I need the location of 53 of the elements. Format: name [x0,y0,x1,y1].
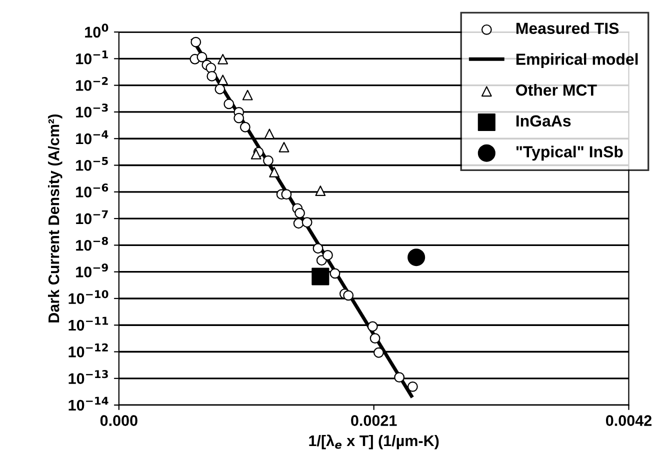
point [206,70,218,82]
legend-label: "Typical" InSb [516,146,623,161]
y-tick-label: 10$^{−1}$ [76,50,108,64]
point [240,122,250,132]
point [302,217,312,228]
point [269,166,280,178]
point [330,268,340,279]
point [263,155,274,166]
point [315,186,326,196]
y-tick-label: 10$^{−7}$ [76,210,108,224]
y-tick-label: 10$^{−10}$ [68,290,108,304]
point [394,372,405,383]
point [214,84,226,94]
point [312,268,330,286]
y-tick-label: 10$^{−3}$ [76,104,108,118]
point [234,112,244,124]
y-tick-label: 10$^{−8}$ [76,236,108,251]
y-tick-label: 10$^{−11}$ [68,316,108,331]
y-tick-label: 10$^{0}$ [85,24,108,38]
point [224,98,234,110]
point [312,243,324,254]
point [242,90,253,100]
point [218,54,228,64]
point [294,208,305,218]
x-axis-title: 1/[λ$_{e}$ x T] (1/µm-K) [309,434,439,450]
point [370,333,380,344]
point [281,189,292,200]
point [367,321,378,332]
legend-label: Empirical model [516,53,638,68]
point [322,250,333,260]
y-tick-label: 10$^{−13}$ [68,370,108,384]
point [408,248,426,266]
y-tick-label: 10$^{−9}$ [76,263,108,278]
y-tick-label: 10$^{−14}$ [68,396,108,411]
legend-label: Other MCT [516,84,597,96]
y-tick-label: 10$^{−2}$ [76,76,108,91]
point [278,142,290,152]
point [407,381,418,392]
y-tick-label: 10$^{−12}$ [68,343,108,358]
x-tick-label: 0.000 [100,415,138,426]
x-tick-label: 0.0042 [606,415,652,426]
point [373,347,384,358]
legend-label: InGaAs [516,115,571,127]
point [196,52,208,62]
x-tick-label: 0.0021 [351,415,397,426]
y-tick-label: 10$^{−4}$ [76,130,108,144]
point [190,36,202,48]
point [343,290,354,301]
y-tick-label: 10$^{−5}$ [76,157,108,171]
legend-label: Measured TIS [516,22,619,34]
y-axis-title: Dark Current Density (A/cm²) [48,114,62,322]
y-tick-label: 10$^{−6}$ [76,184,108,198]
point [250,148,262,160]
